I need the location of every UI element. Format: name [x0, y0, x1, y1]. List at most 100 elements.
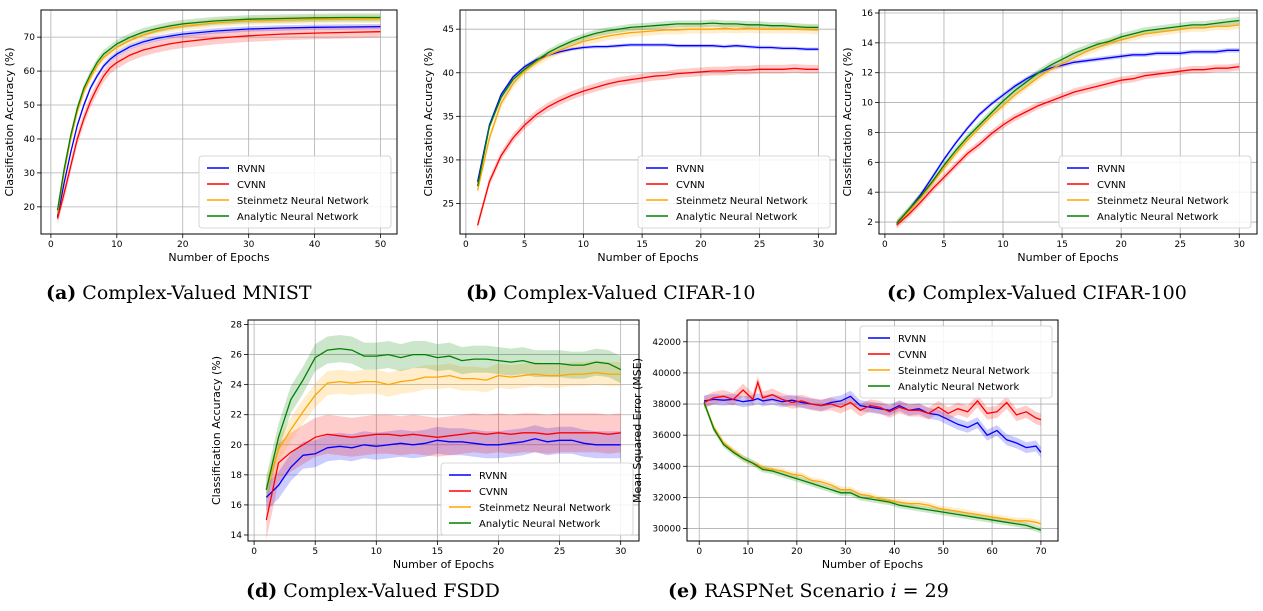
confidence-band-1 [896, 63, 1240, 229]
x-tick-label: 50 [375, 240, 387, 250]
y-tick-label: 40000 [652, 369, 681, 379]
legend-label-3: Analytic Neural Network [676, 212, 798, 223]
legend-label-0: RVNN [898, 334, 926, 345]
x-tick-label: 15 [636, 240, 647, 250]
legend-box [859, 325, 1053, 399]
legend-label-3: Analytic Neural Network [898, 382, 1020, 393]
x-tick-label: 20 [177, 240, 189, 250]
legend: RVNN CVNN Steinmetz Neural Network Analytic… [440, 462, 634, 536]
panel-b: 0 5 10 15 20 25 30 25 30 35 40 45 Number of Epochs Cl… [422, 9, 837, 264]
y-tick-label: 18 [231, 471, 243, 481]
x-axis-label: Number of Epochs [822, 558, 923, 571]
x-axis-label: Number of Epochs [168, 251, 269, 264]
y-axis-label: Mean Squared Error (MSE) [631, 358, 644, 503]
x-tick-label: 0 [48, 240, 54, 250]
legend: RVNN CVNN Steinmetz Neural Network Analytic… [859, 325, 1053, 399]
x-tick-label: 20 [695, 240, 707, 250]
y-tick-label: 14 [862, 39, 874, 49]
series-line-1 [265, 432, 621, 521]
y-tick-label: 35 [443, 112, 454, 122]
panel-d: 0 5 10 15 20 25 30 14 16 18 20 22 24 26 28 Number of Ep… [210, 319, 640, 571]
y-tick-label: 38000 [652, 400, 681, 410]
legend-box [637, 155, 831, 229]
x-tick-label: 70 [1035, 547, 1047, 557]
y-tick-label: 10 [862, 99, 874, 109]
series-line-1 [476, 67, 819, 226]
x-tick-label: 60 [986, 547, 998, 557]
legend-box [440, 462, 634, 536]
caption-a: (a) Complex-Valued MNIST [46, 282, 312, 304]
y-axis-label: Classification Accuracy (%) [841, 47, 854, 196]
x-tick-label: 15 [1056, 240, 1067, 250]
confidence-band-1 [704, 376, 1041, 426]
y-tick-label: 42000 [652, 338, 681, 348]
panel-c: 0 5 10 15 20 25 30 2 4 6 8 10 12 14 16 Number of Epochs… [841, 9, 1258, 264]
legend-label-0: RVNN [1097, 164, 1125, 175]
x-tick-label: 25 [754, 240, 765, 250]
series-line-0 [56, 25, 381, 218]
y-tick-label: 28 [231, 321, 243, 331]
y-axis-label: Classification Accuracy (%) [210, 356, 223, 505]
series-line-1 [896, 66, 1240, 226]
confidence-band-3 [266, 335, 621, 504]
caption-b: (b) Complex-Valued CIFAR-10 [466, 282, 755, 304]
series-line-3 [476, 22, 819, 187]
legend-label-2: Steinmetz Neural Network [237, 196, 369, 207]
legend-label-3: Analytic Neural Network [237, 212, 359, 223]
caption-c-label: (c) [887, 282, 917, 304]
caption-e-text: RASPNet Scenario [704, 580, 885, 602]
series-line-2 [476, 27, 819, 191]
caption-c-text: Complex-Valued CIFAR-100 [922, 282, 1187, 304]
series-line-3 [56, 16, 381, 211]
legend-label-1: CVNN [676, 180, 705, 191]
x-tick-label: 5 [941, 240, 947, 250]
caption-c: (c) Complex-Valued CIFAR-100 [887, 282, 1187, 304]
y-tick-label: 60 [24, 67, 36, 77]
y-tick-label: 30 [24, 169, 36, 179]
x-tick-label: 40 [889, 547, 901, 557]
legend-label-0: RVNN [479, 471, 507, 482]
caption-b-label: (b) [466, 282, 498, 304]
y-tick-label: 8 [867, 128, 873, 138]
legend: RVNN CVNN Steinmetz Neural Network Analytic… [1058, 155, 1252, 229]
x-tick-label: 0 [463, 240, 469, 250]
x-tick-label: 30 [1234, 240, 1246, 250]
series-line-2 [896, 24, 1240, 224]
confidence-band-2 [896, 21, 1240, 228]
y-tick-label: 32000 [652, 493, 681, 503]
y-tick-label: 25 [443, 199, 454, 209]
series-line-3 [265, 347, 621, 491]
confidence-band-3 [896, 16, 1240, 228]
x-tick-label: 20 [791, 547, 803, 557]
plot-frame [40, 9, 398, 235]
x-tick-label: 20 [493, 547, 505, 557]
legend-label-0: RVNN [676, 164, 704, 175]
y-tick-label: 45 [443, 25, 454, 35]
caption-a-text: Complex-Valued MNIST [82, 282, 312, 304]
y-tick-label: 40 [443, 69, 455, 79]
x-tick-label: 10 [371, 547, 383, 557]
legend-label-2: Steinmetz Neural Network [479, 503, 611, 514]
x-tick-label: 40 [309, 240, 321, 250]
legend-label-1: CVNN [237, 180, 266, 191]
y-tick-label: 30000 [652, 525, 681, 535]
confidence-band-2 [266, 360, 621, 502]
y-tick-label: 70 [24, 33, 36, 43]
legend-label-3: Analytic Neural Network [1097, 212, 1219, 223]
x-tick-label: 10 [742, 547, 754, 557]
series-line-0 [265, 438, 621, 498]
y-tick-label: 20 [231, 441, 243, 451]
y-tick-label: 30 [443, 156, 455, 166]
legend-label-2: Steinmetz Neural Network [898, 366, 1030, 377]
caption-e: (e) RASPNet Scenario i = 29 [668, 580, 949, 602]
y-tick-label: 24 [231, 381, 243, 391]
confidence-band-1 [266, 413, 621, 540]
y-tick-label: 36000 [652, 431, 681, 441]
legend-label-1: CVNN [898, 350, 927, 361]
y-tick-label: 50 [24, 101, 36, 111]
y-tick-label: 20 [24, 203, 36, 213]
legend: RVNN CVNN Steinmetz Neural Network Analytic… [637, 155, 831, 229]
y-tick-label: 26 [231, 351, 243, 361]
plot-frame [247, 319, 640, 542]
series-line-0 [704, 395, 1042, 453]
